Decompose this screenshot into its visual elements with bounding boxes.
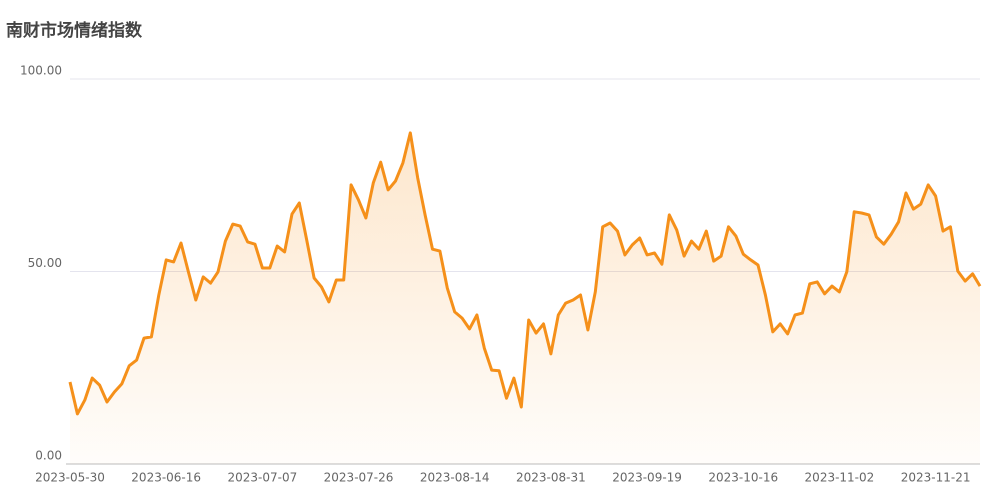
line [68,131,982,416]
y-tick-label: 0.00 [35,449,62,463]
x-tick-label: 2023-08-31 [516,471,586,485]
area [70,132,980,464]
x-tick-label: 2023-06-16 [131,471,201,485]
x-tick-label: 2023-10-16 [708,471,778,485]
x-tick-label: 2023-11-02 [805,471,875,485]
y-tick-label: 100.00 [20,64,62,78]
y-tick-label: 50.00 [28,256,62,270]
chart-title: 南财市场情绪指数 [6,20,143,41]
x-tick-label: 2023-08-14 [420,471,490,485]
x-tick-label: 2023-07-26 [324,471,394,485]
x-tick-label: 2023-11-21 [901,471,971,485]
x-tick-label: 2023-05-30 [35,471,105,485]
x-tick-label: 2023-07-07 [227,471,297,485]
x-tick-label: 2023-09-19 [612,471,682,485]
